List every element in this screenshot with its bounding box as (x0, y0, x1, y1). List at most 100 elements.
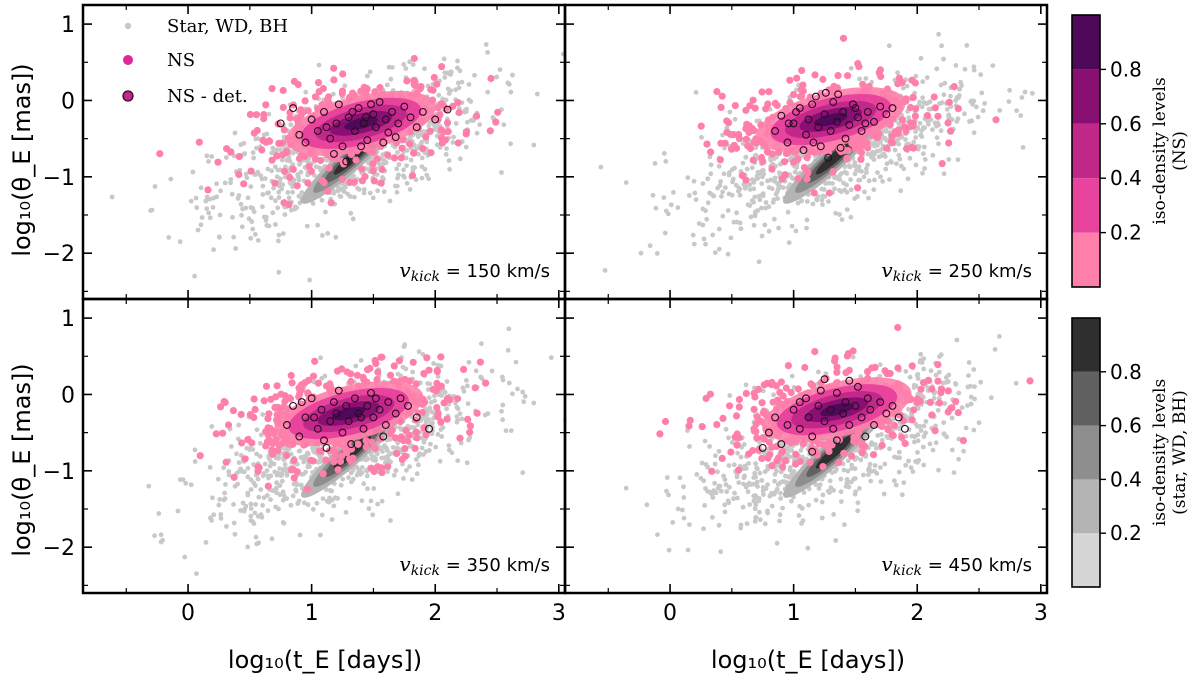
xtick-label: 2 (910, 601, 924, 626)
detected-point-4 (301, 413, 310, 422)
detected-point-4 (789, 119, 798, 128)
plot-area (109, 42, 565, 283)
xtick-label: 2 (428, 601, 442, 626)
detected-point-9 (808, 432, 817, 441)
legend-label-2: NS (167, 50, 195, 71)
xtick-label: 0 (663, 601, 677, 626)
detected-point-35 (809, 138, 818, 147)
colorbar-segment (1072, 318, 1100, 372)
detected-point-21 (388, 107, 396, 116)
colorbar-segment (1072, 533, 1100, 587)
detected-point-27 (799, 146, 808, 155)
detected-point-22 (394, 119, 403, 128)
detected-point-33 (367, 388, 375, 397)
detected-point-21 (375, 405, 384, 414)
detected-point-36 (784, 119, 793, 128)
ns-detected-points (282, 386, 434, 452)
detected-point-33 (821, 88, 830, 97)
colorbar-segment (1072, 69, 1100, 124)
detected-point-24 (391, 409, 400, 418)
xtick-label: 1 (305, 601, 319, 626)
ylabel-bottom: log₁₀(θ_E [mas]) (8, 363, 36, 556)
detected-point-13 (826, 405, 835, 414)
detected-point-20 (371, 394, 380, 403)
detected-point-33 (379, 138, 388, 147)
detected-point-7 (317, 405, 326, 414)
detected-point-15 (832, 388, 841, 397)
detected-point-31 (861, 119, 870, 128)
detected-point-29 (836, 143, 845, 152)
ytick-label: 1 (61, 307, 75, 332)
detected-point-11 (816, 386, 825, 395)
vkick-annotation: vkick = 150 km/s (399, 258, 550, 285)
detected-point-30 (329, 149, 338, 158)
detected-point-17 (359, 424, 368, 433)
detected-point-16 (369, 110, 378, 119)
detected-point-22 (870, 117, 878, 126)
detected-point-8 (808, 100, 817, 109)
detected-point-4 (307, 115, 316, 124)
detected-point-23 (866, 405, 875, 414)
colorbar-segment (1072, 178, 1100, 233)
xtick-label: 3 (1034, 601, 1048, 626)
detected-point-28 (824, 153, 833, 162)
detected-point-26 (418, 107, 427, 116)
detected-point-21 (863, 107, 872, 116)
detected-point-17 (841, 398, 850, 407)
panels-group: −2 −1 0 1 vkick = 150 km/s Star, WD, BH NS NS -… (43, 3, 1049, 626)
detected-point-2 (771, 413, 780, 422)
legend: Star, WD, BH NS NS - det. (122, 16, 288, 107)
detected-point-19 (369, 413, 378, 422)
detected-point-18 (375, 98, 384, 106)
detected-point-23 (876, 102, 885, 111)
detected-point-2 (777, 111, 786, 120)
detected-point-5 (789, 405, 798, 414)
colorbar-segment (1072, 425, 1100, 480)
detected-point-18 (845, 421, 854, 429)
detected-point-10 (338, 142, 347, 151)
detected-point-9 (814, 123, 823, 132)
legend-label-3: NS - det. (167, 86, 248, 107)
detected-point-16 (354, 409, 363, 418)
detected-point-7 (326, 134, 335, 143)
detected-point-10 (814, 401, 823, 410)
ytick-label: 1 (61, 13, 75, 38)
colorbar-tick-label: 0.4 (1110, 467, 1142, 491)
detected-point-28 (894, 413, 903, 422)
colorbar-tick-label: 0.2 (1110, 221, 1142, 245)
ytick-label: −1 (43, 460, 75, 485)
detected-point-16 (841, 134, 850, 143)
detected-point-7 (802, 394, 810, 403)
detected-point-34 (834, 90, 843, 99)
detected-point-9 (326, 417, 335, 426)
colorbar-segment (1072, 371, 1100, 426)
detected-point-36 (357, 413, 366, 422)
ytick-label: 0 (61, 383, 75, 408)
detected-point-27 (888, 401, 897, 410)
detected-point-12 (826, 127, 835, 135)
detected-point-15 (350, 394, 359, 403)
ticks (565, 299, 1047, 593)
colorbars-group: 0.2 0.4 0.6 0.8 iso-density levels(NS) 0.2 0.4… (1071, 14, 1190, 588)
detected-point-1 (276, 119, 285, 128)
detected-point-8 (320, 436, 328, 445)
colorbar-tick-label: 0.6 (1110, 112, 1142, 136)
detected-point-26 (882, 409, 891, 418)
detected-point-35 (295, 130, 304, 139)
detected-point-17 (845, 120, 854, 129)
detected-point-25 (412, 123, 421, 132)
vkick-annotation: vkick = 250 km/s (881, 258, 1032, 285)
detected-point-32 (367, 100, 375, 109)
legend-label-1: Star, WD, BH (167, 16, 288, 37)
detected-point-26 (404, 401, 412, 410)
detected-point-36 (861, 432, 870, 441)
colorbar-tick-label: 0.2 (1110, 521, 1142, 545)
ns-detected-points (276, 98, 452, 166)
detected-point-27 (431, 115, 440, 124)
ticks (83, 5, 565, 299)
detected-point-11 (344, 113, 353, 122)
detected-point-30 (820, 375, 829, 384)
xtick-label: 1 (787, 601, 801, 626)
